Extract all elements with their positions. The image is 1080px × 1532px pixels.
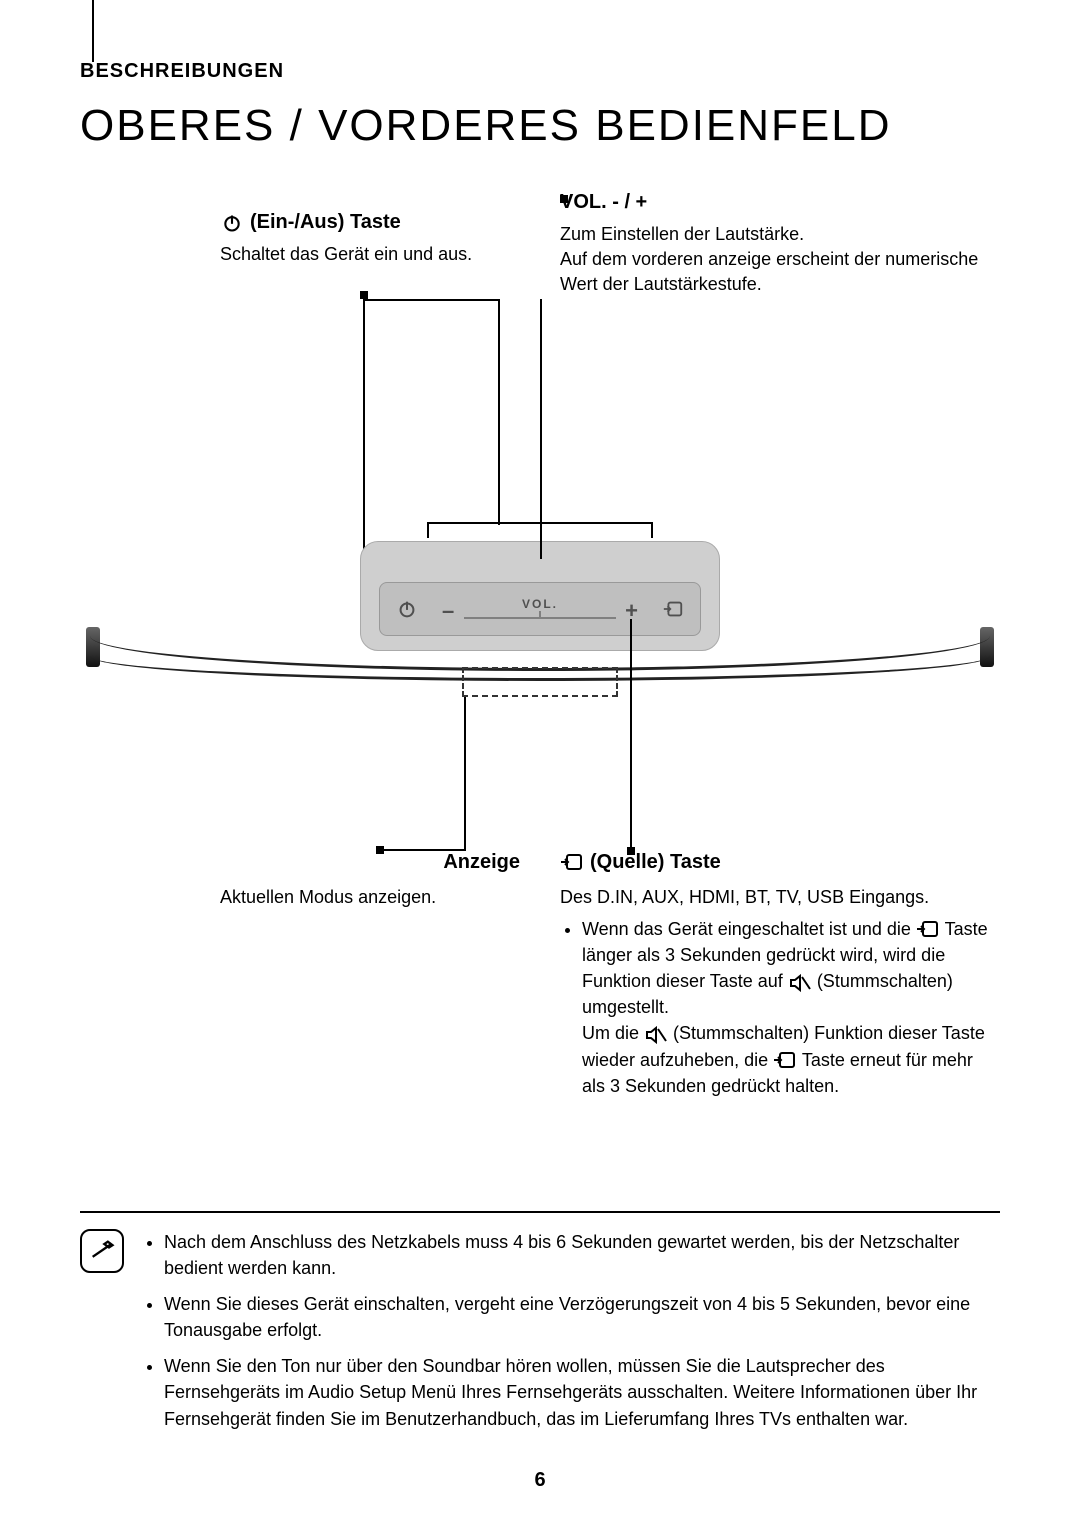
leader-square (360, 291, 368, 299)
leader-line (540, 299, 542, 559)
power-icon (220, 213, 244, 233)
leader-line (363, 299, 500, 301)
display-box (462, 667, 618, 697)
source-icon (660, 596, 686, 622)
lower-callouts: Anzeige Aktuellen Modus anzeigen. (Quell… (80, 771, 1000, 1171)
soundbar-illustration: – VOL. + (80, 501, 1000, 761)
power-icon (394, 596, 420, 622)
vol-label: VOL. (430, 597, 650, 611)
callout-power-desc: Schaltet das Gerät ein und aus. (220, 242, 520, 267)
text-run: Um die (582, 1023, 644, 1043)
header-rule (92, 0, 94, 62)
page-title: OBERES / VORDERES BEDIENFELD (80, 101, 1000, 151)
notes-list: Nach dem Anschluss des Netzkabels muss 4… (142, 1229, 1000, 1442)
callout-display-desc: Aktuellen Modus anzeigen. (220, 884, 520, 910)
mute-icon (788, 973, 812, 993)
vol-tick (539, 611, 541, 619)
callout-vol: VOL. - / + Zum Einstellen der Lautstärke… (560, 191, 990, 298)
mute-icon (644, 1025, 668, 1045)
text-run: Wenn das Gerät eingeschaltet ist und die (582, 919, 916, 939)
notes-section: Nach dem Anschluss des Netzkabels muss 4… (80, 1211, 1000, 1442)
page-number: 6 (0, 1469, 1080, 1492)
callout-power-title: (Ein-/Aus) Taste (250, 211, 401, 234)
callout-display-title: Anzeige (220, 851, 520, 874)
leader-line (498, 299, 500, 525)
callout-power: (Ein-/Aus) Taste Schaltet das Gerät ein … (220, 211, 520, 267)
callout-source-title: (Quelle) Taste (590, 851, 721, 874)
list-item: Wenn das Gerät eingeschaltet ist und die… (582, 916, 990, 1099)
callout-source-list: Wenn das Gerät eingeschaltet ist und die… (560, 916, 990, 1099)
list-item: Nach dem Anschluss des Netzkabels muss 4… (164, 1229, 1000, 1281)
note-icon (80, 1229, 124, 1273)
callout-vol-title: VOL. - / + (560, 191, 990, 214)
volume-control: – VOL. + (430, 594, 650, 624)
source-icon (560, 853, 584, 873)
callout-source: (Quelle) Taste Des D.IN, AUX, HDMI, BT, … (560, 851, 990, 1099)
list-item: Wenn Sie dieses Gerät einschalten, verge… (164, 1291, 1000, 1343)
section-heading: BESCHREIBUNGEN (80, 60, 1000, 83)
source-icon (773, 1051, 797, 1071)
list-item: Wenn Sie den Ton nur über den Soundbar h… (164, 1353, 1000, 1431)
source-icon (916, 920, 940, 940)
control-plate-inner: – VOL. + (379, 582, 701, 636)
callout-vol-desc: Zum Einstellen der Lautstärke. Auf dem v… (560, 222, 990, 298)
callout-source-desc: Des D.IN, AUX, HDMI, BT, TV, USB Eingang… (560, 884, 990, 910)
callout-display: Anzeige Aktuellen Modus anzeigen. (220, 851, 520, 910)
